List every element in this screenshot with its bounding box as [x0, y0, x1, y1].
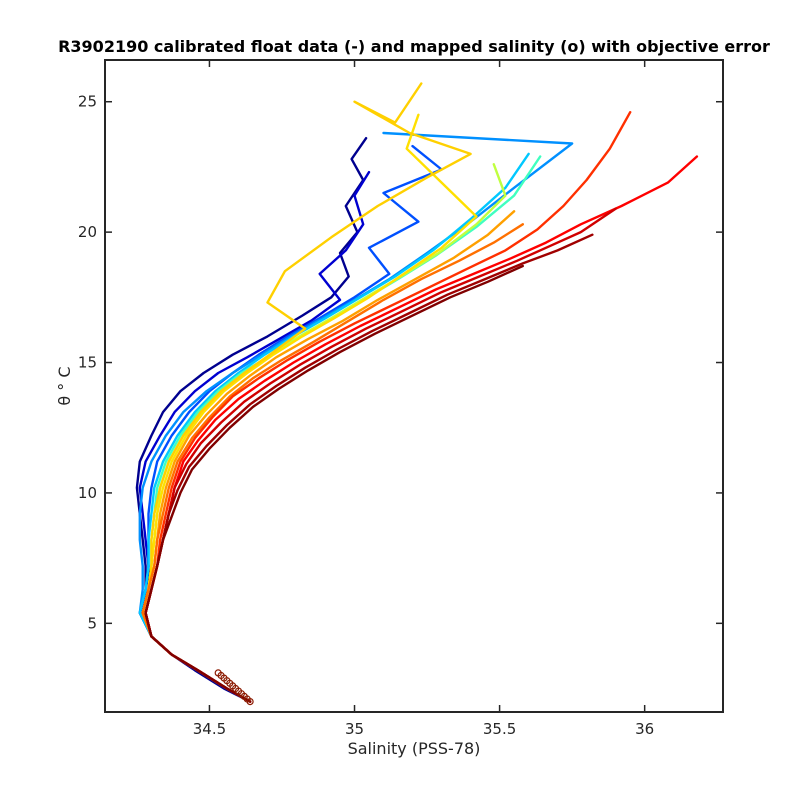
y-axis-label: θ ° C: [55, 366, 74, 405]
mapped-salinity-markers: [214, 669, 254, 706]
float-profile-line-1: [135, 136, 368, 703]
x-tick-label: 35.5: [483, 720, 516, 738]
y-tick-label: 10: [78, 484, 97, 502]
chart-title: R3902190 calibrated float data (-) and m…: [58, 37, 770, 56]
x-axis-ticks: 34.5 35 35.5 36: [193, 60, 654, 738]
float-profile-line-14: [144, 207, 617, 703]
x-tick-label: 36: [635, 720, 654, 738]
float-profile-line-16: [144, 264, 524, 703]
x-tick-label: 35: [345, 720, 364, 738]
y-tick-label: 20: [78, 223, 97, 241]
y-tick-label: 5: [87, 614, 97, 632]
float-profile-line-9: [141, 82, 472, 703]
y-axis-ticks: 5 10 15 20 25: [78, 93, 723, 632]
x-axis-label: Salinity (PSS-78): [348, 739, 481, 758]
x-tick-label: 34.5: [193, 720, 226, 738]
plot-area: 34.5 35 35.5 36 5 10 15 20 25: [78, 59, 724, 738]
float-profile-line-2: [138, 170, 371, 703]
series-layer: [135, 82, 699, 703]
mapped-salinity-marker: [214, 669, 222, 677]
axes-box: [104, 59, 724, 713]
y-tick-label: 25: [78, 93, 97, 111]
y-tick-label: 15: [78, 354, 97, 372]
